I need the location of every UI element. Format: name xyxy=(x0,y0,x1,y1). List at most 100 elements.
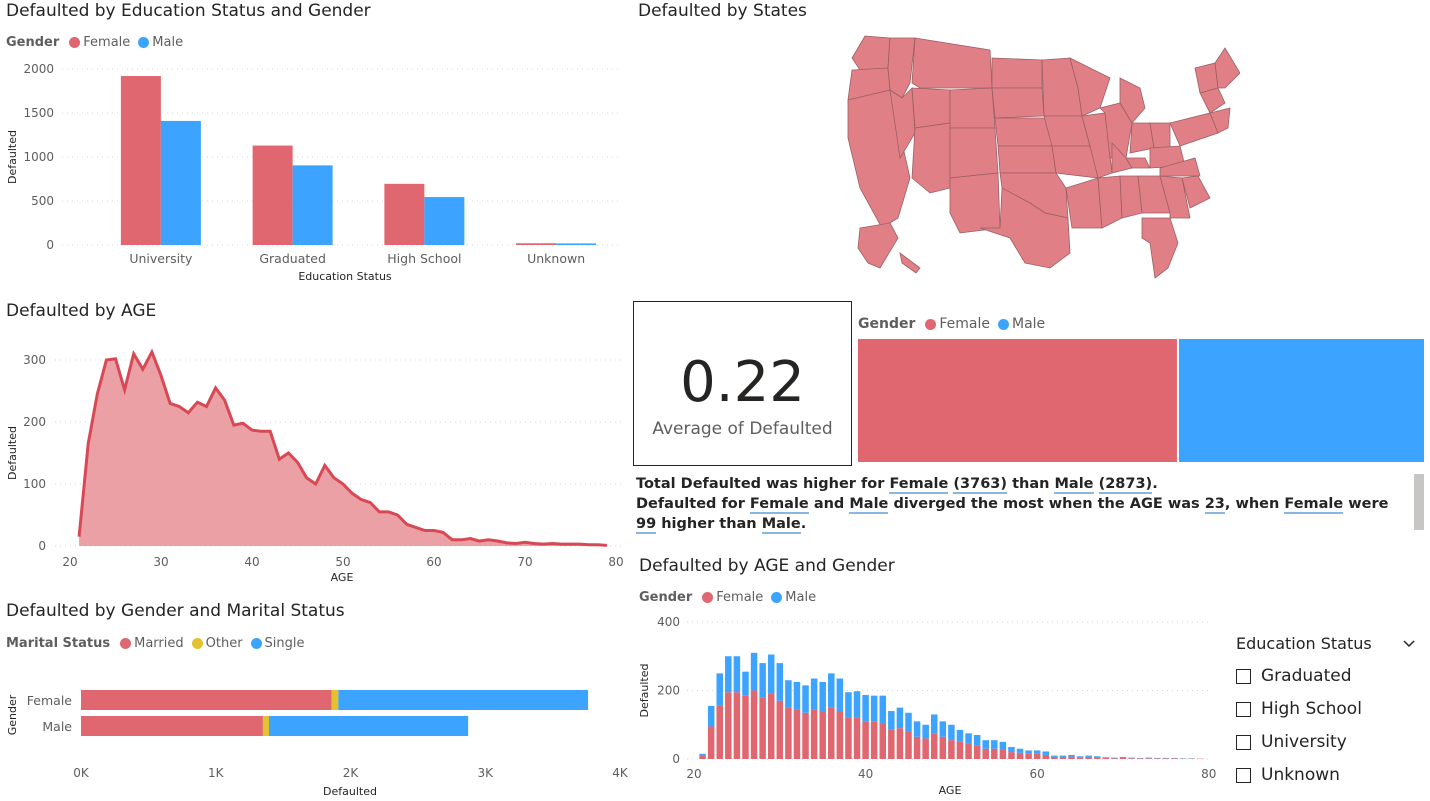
x-tick-label: 1K xyxy=(208,766,225,780)
bar-female xyxy=(1042,754,1050,759)
bar-female xyxy=(879,723,887,759)
checkbox[interactable] xyxy=(1236,734,1251,750)
marital-bar-chart[interactable]: 0K 1K 2K 3K 4K Female Male Defaulted Gender xyxy=(0,660,630,801)
bar-female xyxy=(1016,752,1024,759)
bar-female xyxy=(888,729,895,759)
checkbox[interactable] xyxy=(1236,767,1251,783)
kpi-card[interactable]: 0.22 Average of Defaulted xyxy=(633,301,852,466)
narrative-link[interactable]: Female xyxy=(889,476,949,494)
bar-male xyxy=(1051,755,1058,757)
bar-male xyxy=(1085,755,1092,757)
bar-female xyxy=(802,712,809,759)
bar-female xyxy=(1128,758,1135,759)
x-tick-label: 80 xyxy=(1201,767,1216,781)
age-gender-stacked-chart[interactable]: 0 200 400 20 40 60 80 AGE Defaulted xyxy=(632,610,1222,801)
bar-male xyxy=(1145,757,1152,759)
y-tick-label: 200 xyxy=(23,415,46,429)
bar-male xyxy=(879,695,887,724)
bar-male xyxy=(160,120,201,245)
bar-male xyxy=(785,680,792,708)
x-axis-label: AGE xyxy=(331,571,354,584)
education-status-slicer: Education Status Graduated High School U… xyxy=(1236,634,1426,785)
legend-female[interactable]: Female xyxy=(716,590,764,605)
gender-treemap[interactable] xyxy=(858,339,1425,463)
bar-female xyxy=(948,740,955,759)
y-tick-label: 300 xyxy=(23,353,46,367)
x-tick-label: 80 xyxy=(608,555,623,569)
kpi-label: Average of Defaulted xyxy=(652,419,833,439)
marital-legend: Marital Status Married Other Single xyxy=(6,636,305,651)
bar-female xyxy=(1162,758,1170,759)
bar-male xyxy=(1076,756,1084,758)
legend-male[interactable]: Male xyxy=(1012,316,1046,332)
x-tick-label: 0K xyxy=(73,766,90,780)
bar-male xyxy=(742,671,749,696)
narrative-link[interactable]: Male xyxy=(1054,476,1094,494)
checkbox[interactable] xyxy=(1236,668,1251,684)
chevron-down-icon[interactable] xyxy=(1402,639,1416,649)
bar-male xyxy=(1068,754,1075,757)
us-states-map[interactable] xyxy=(820,28,1240,286)
slicer-option[interactable]: High School xyxy=(1236,699,1426,719)
slicer-header[interactable]: Education Status xyxy=(1236,634,1426,653)
bar-female xyxy=(699,755,706,759)
bar-single xyxy=(268,716,469,736)
bar-male xyxy=(922,724,929,739)
bar-male xyxy=(828,673,835,708)
other-swatch xyxy=(191,638,203,649)
legend-married[interactable]: Married xyxy=(134,636,184,651)
y-tick-label: 2000 xyxy=(23,62,54,76)
legend-female[interactable]: Female xyxy=(939,316,990,332)
narrative-line-2: Defaulted for Female and Male diverged t… xyxy=(636,496,1389,534)
slicer-title: Education Status xyxy=(1236,634,1372,653)
legend-male[interactable]: Male xyxy=(785,590,817,605)
bar-female xyxy=(965,743,972,759)
x-tick-label: 40 xyxy=(858,767,873,781)
legend-other[interactable]: Other xyxy=(205,636,243,651)
x-axis-label: AGE xyxy=(939,784,962,797)
narrative-link[interactable]: Male xyxy=(761,516,801,534)
treemap-legend: Gender Female Male xyxy=(858,316,1045,332)
bar-male xyxy=(759,663,766,698)
bar-male xyxy=(767,654,775,694)
narrative-link[interactable]: 23 xyxy=(1204,496,1225,514)
legend-single[interactable]: Single xyxy=(264,636,305,651)
y-tick-label: Male xyxy=(42,719,72,734)
narrative-link[interactable]: (3763) xyxy=(953,476,1008,494)
bar-female xyxy=(1051,756,1058,759)
male-swatch xyxy=(998,318,1009,330)
bar-female xyxy=(759,697,766,759)
x-tick-label: 70 xyxy=(517,555,532,569)
narrative-link[interactable]: Male xyxy=(849,496,889,514)
bar-female xyxy=(973,745,981,759)
bar-male xyxy=(905,712,912,732)
age-area-chart[interactable]: 0 100 200 300 20 30 40 50 60 70 80 AGE Defaulted xyxy=(0,340,630,590)
married-swatch xyxy=(120,638,132,649)
bar-female xyxy=(384,183,425,245)
bar-male xyxy=(725,656,732,693)
narrative-link[interactable]: (2873) xyxy=(1098,476,1153,494)
bar-male xyxy=(1102,757,1110,758)
legend-female[interactable]: Female xyxy=(83,35,131,50)
male-swatch xyxy=(771,592,783,603)
bar-male xyxy=(1128,757,1135,759)
narrative-scrollbar[interactable] xyxy=(1414,474,1424,530)
bar-female xyxy=(982,748,989,759)
slicer-option[interactable]: University xyxy=(1236,732,1426,752)
bar-male xyxy=(999,741,1007,750)
bar-male xyxy=(810,678,818,710)
age-gender-chart-title: Defaulted by AGE and Gender xyxy=(639,556,895,576)
narrative-link[interactable]: 99 xyxy=(636,516,657,534)
x-tick-label: 60 xyxy=(1030,767,1045,781)
bar-female xyxy=(1025,753,1032,759)
narrative-link[interactable]: Female xyxy=(749,496,809,514)
checkbox[interactable] xyxy=(1236,701,1251,717)
narrative-link[interactable]: Female xyxy=(1284,496,1344,514)
education-bar-chart[interactable]: 0 500 1000 1500 2000 University Graduated High … xyxy=(0,55,630,285)
slicer-option[interactable]: Graduated xyxy=(1236,666,1426,686)
legend-title: Marital Status xyxy=(6,636,111,651)
bar-female xyxy=(1102,757,1110,759)
legend-male[interactable]: Male xyxy=(152,35,184,50)
slicer-option[interactable]: Unknown xyxy=(1236,765,1426,785)
smart-narrative: Total Defaulted was higher for Female (3… xyxy=(636,474,1408,534)
